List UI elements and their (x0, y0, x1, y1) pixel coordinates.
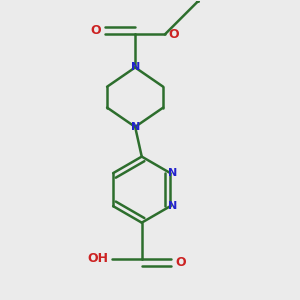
Text: N: N (130, 62, 140, 72)
Text: O: O (176, 256, 186, 269)
Text: O: O (169, 28, 179, 41)
Text: N: N (168, 168, 178, 178)
Text: N: N (168, 201, 178, 211)
Text: N: N (130, 122, 140, 132)
Text: OH: OH (87, 253, 108, 266)
Text: O: O (90, 24, 101, 37)
